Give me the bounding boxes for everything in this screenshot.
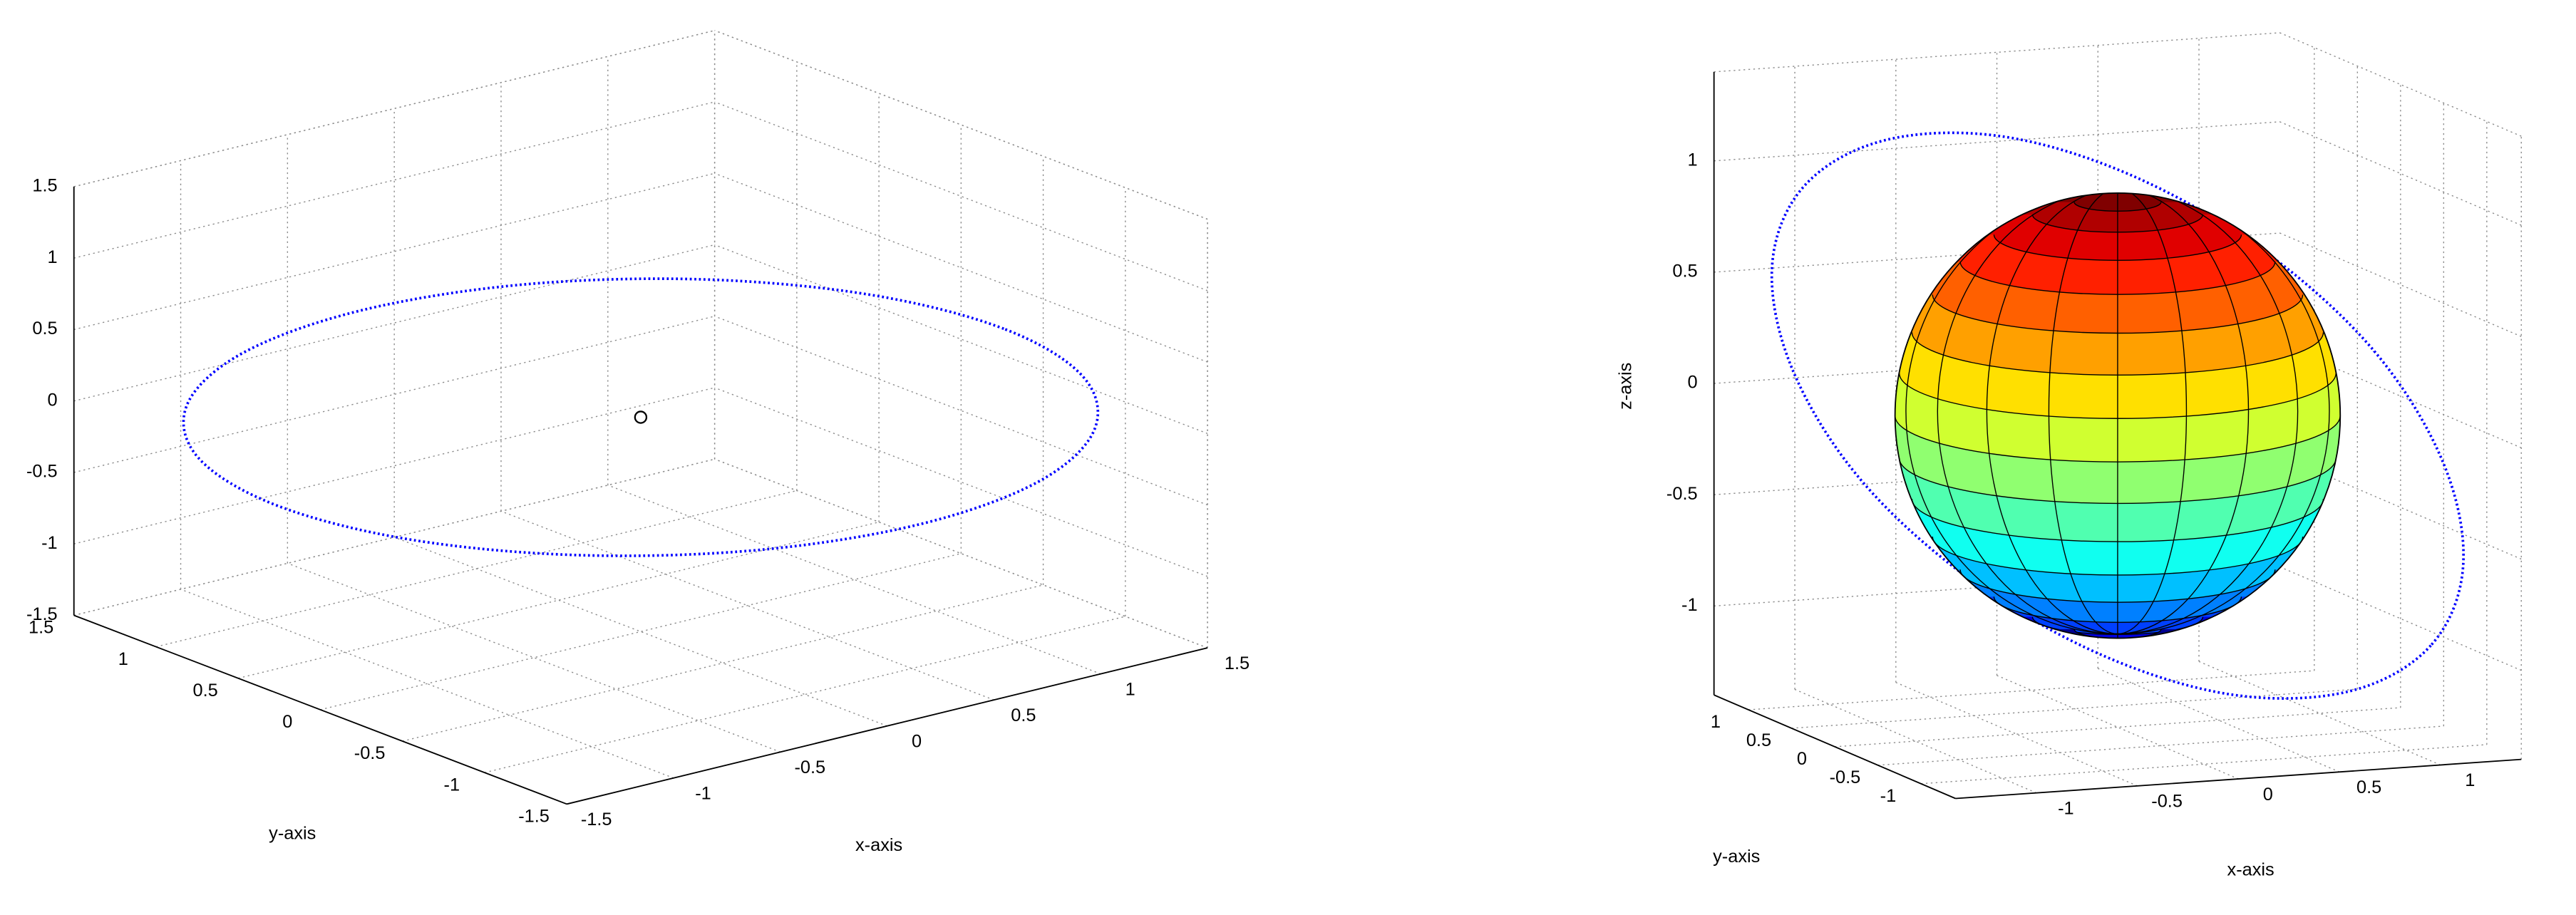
y-tick-label: 0.5 — [1746, 730, 1771, 750]
x-tick-label: 1 — [2465, 770, 2475, 790]
grid-line — [1748, 670, 2314, 710]
grid-line — [714, 458, 1208, 648]
y-tick-label: 1 — [1711, 712, 1721, 732]
x-tick-label: 0 — [2263, 785, 2273, 805]
z-tick-label: 0 — [1687, 373, 1697, 393]
grid-line — [714, 387, 1208, 577]
grid-line — [1714, 343, 2280, 384]
orbit — [182, 277, 1100, 557]
grid-line — [155, 490, 798, 648]
x-tick-label: -1.5 — [581, 810, 612, 829]
z-tick-label: -1.5 — [26, 604, 58, 624]
axes-3d: -1.5-1-0.500.511.5-1.5-1-0.500.511.5-1.5… — [26, 30, 1250, 855]
grid-line — [1714, 121, 2280, 162]
grid-line — [73, 387, 715, 544]
grid-line — [73, 172, 715, 331]
y-axis-label: y-axis — [269, 824, 316, 844]
grid-line — [287, 562, 781, 753]
x-axis-line — [566, 647, 1208, 805]
x-axis-label: x-axis — [855, 835, 902, 855]
grid-line — [320, 553, 962, 710]
center-marker — [634, 410, 648, 424]
x-tick-label: 0.5 — [2356, 777, 2381, 797]
grid-line — [1714, 566, 2280, 607]
grid-line — [1921, 744, 2487, 785]
x-axis-line — [1955, 758, 2522, 800]
grid-line — [73, 101, 715, 259]
grid-line — [393, 537, 887, 727]
grid-line — [1835, 707, 2401, 748]
grid-line — [714, 30, 1208, 220]
grid-line — [1791, 688, 2358, 729]
x-tick-label: 0.5 — [1011, 705, 1036, 725]
sphere-outline — [1894, 192, 2341, 639]
z-tick-label: -1 — [1681, 595, 1698, 615]
z-tick-label: 1 — [48, 247, 58, 267]
z-tick-label: -0.5 — [26, 462, 58, 482]
y-tick-label: -0.5 — [354, 743, 386, 763]
y-tick-label: 0 — [282, 712, 292, 732]
x-tick-label: 0 — [912, 731, 922, 751]
z-axis-label: z-axis — [1616, 363, 1636, 410]
y-axis-line — [73, 614, 567, 805]
grid-line — [238, 521, 880, 679]
x-tick-label: 1 — [1125, 679, 1135, 699]
y-axis-line — [1714, 694, 1956, 800]
y-tick-label: -0.5 — [1830, 767, 1861, 787]
grid-line — [73, 30, 715, 187]
y-tick-label: 1.5 — [29, 618, 53, 638]
x-tick-label: -0.5 — [2151, 792, 2183, 812]
grid-line — [714, 172, 1208, 363]
grid-line — [714, 244, 1208, 434]
z-tick-label: -1 — [41, 533, 58, 553]
y-tick-label: -1.5 — [518, 806, 550, 826]
z-tick-label: 0.5 — [1672, 262, 1697, 281]
grid-line — [607, 485, 1101, 675]
y-axis-label: y-axis — [1713, 847, 1760, 867]
x-axis-label: x-axis — [2227, 859, 2274, 879]
y-tick-label: 0 — [1797, 749, 1807, 769]
z-tick-label: 0 — [48, 390, 58, 410]
x-tick-label: -1 — [695, 784, 711, 804]
grid-line — [484, 616, 1125, 773]
z-tick-label: 0.5 — [32, 319, 57, 338]
z-tick-label: 1.5 — [32, 176, 57, 196]
y-tick-label: -1 — [1880, 786, 1897, 806]
grid-line — [73, 458, 715, 616]
grid-line — [73, 244, 715, 402]
z-tick-label: -0.5 — [1666, 484, 1698, 504]
grid-line — [73, 316, 715, 473]
orbit — [1770, 131, 2465, 700]
box-edge — [1714, 32, 2280, 73]
grid-line — [1714, 455, 2280, 495]
y-tick-label: -1 — [444, 775, 460, 795]
grid-line — [1714, 232, 2280, 273]
y-tick-label: 0.5 — [192, 681, 217, 701]
x-tick-label: -1 — [2058, 798, 2074, 818]
x-tick-label: 1.5 — [1225, 653, 1250, 673]
y-tick-label: 1 — [118, 649, 128, 669]
z-tick-label: 1 — [1687, 150, 1697, 170]
grid-line — [714, 101, 1208, 291]
grid-line — [714, 316, 1208, 506]
grid-line — [402, 584, 1044, 742]
grid-line — [1877, 725, 2444, 766]
x-tick-label: -0.5 — [794, 758, 825, 777]
